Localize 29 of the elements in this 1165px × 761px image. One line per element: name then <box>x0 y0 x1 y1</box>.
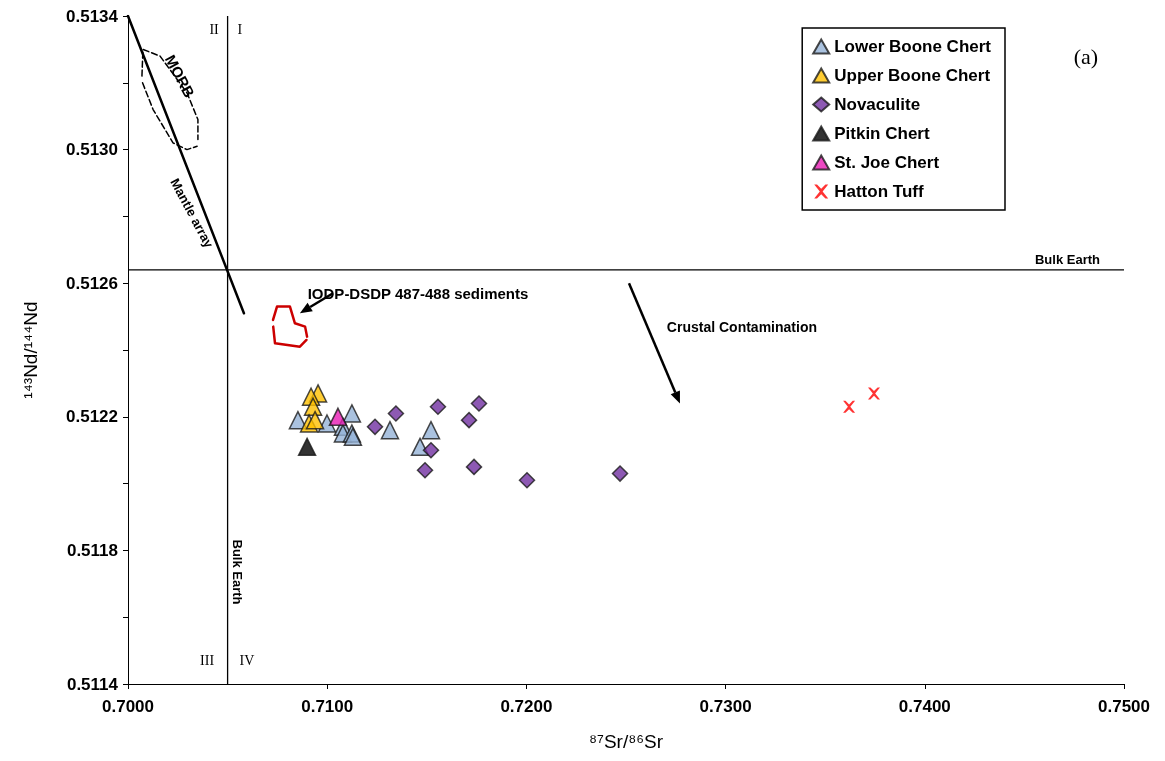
y-tick-label: 0.5130 <box>66 140 118 160</box>
legend-label: Hatton Tuff <box>834 182 924 201</box>
x-tick-label: 0.7200 <box>500 697 553 716</box>
legend-label: Lower Boone Chert <box>834 37 992 56</box>
y-tick-label: 0.5126 <box>66 273 118 293</box>
ref-line-label: Bulk Earth <box>1034 252 1101 268</box>
x-tick-label: 0.7300 <box>699 697 752 716</box>
annotation: III <box>200 653 215 669</box>
annotation: (a) <box>1073 43 1099 69</box>
annotation: IODP-DSDP 487-488 sediments <box>307 284 529 302</box>
y-axis-title: ¹⁴³Nd/¹⁴⁴Nd <box>20 301 41 399</box>
legend-label: St. Joe Chert <box>834 153 940 172</box>
x-tick-label: 0.7400 <box>898 697 951 716</box>
annotation: I <box>237 21 243 37</box>
legend-label: Pitkin Chert <box>834 124 930 143</box>
annotation: IV <box>239 653 255 669</box>
x-axis-title: ⁸⁷Sr/⁸⁶Sr <box>588 731 664 752</box>
x-tick-label: 0.7500 <box>1098 697 1150 716</box>
y-tick-label: 0.5122 <box>66 407 118 427</box>
y-tick-label: 0.5134 <box>66 6 119 26</box>
annotation: Crustal Contamination <box>666 318 817 335</box>
x-tick-label: 0.7100 <box>301 697 354 716</box>
annotation: II <box>209 21 220 37</box>
legend-label: Upper Boone Chert <box>834 66 991 85</box>
y-tick-label: 0.5114 <box>66 674 119 694</box>
legend-label: Novaculite <box>834 95 921 114</box>
y-tick-label: 0.5118 <box>66 540 118 560</box>
ref-line-label: Bulk Earth <box>230 539 246 605</box>
x-tick-label: 0.7000 <box>102 697 154 716</box>
